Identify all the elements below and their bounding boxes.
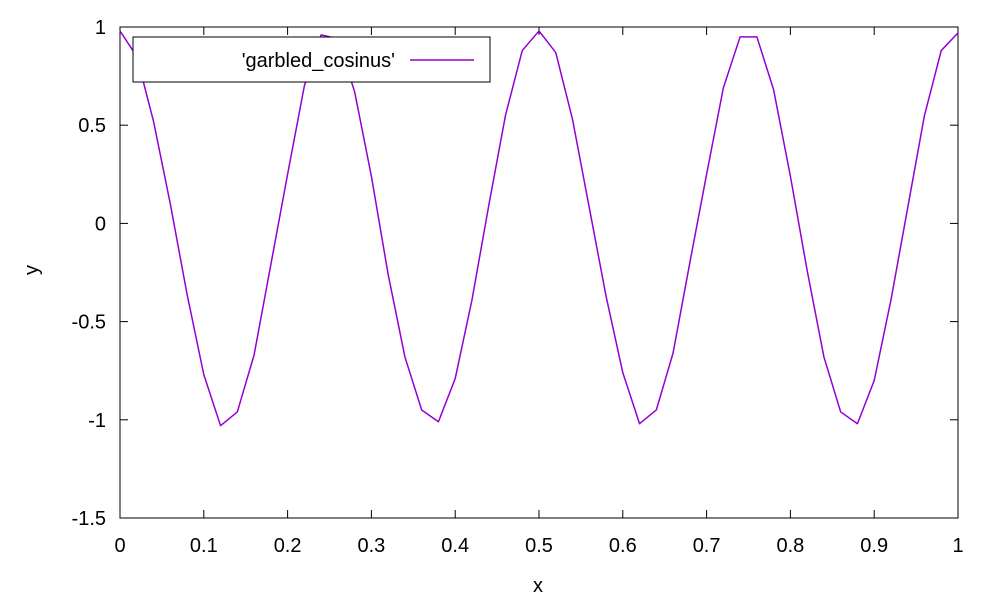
x-tick-label: 0.9 [860, 535, 888, 557]
y-tick-label: -0.5 [72, 312, 106, 334]
y-tick-label: -1.5 [72, 508, 106, 530]
x-tick-label: 0.3 [357, 535, 385, 557]
y-axis-label: y [21, 265, 43, 275]
y-tick-label: 0.5 [78, 115, 106, 137]
x-tick-label: 0.7 [693, 535, 721, 557]
legend: 'garbled_cosinus' [132, 36, 491, 83]
x-axis-label: x [533, 575, 543, 597]
x-tick-label: 0.6 [609, 535, 637, 557]
legend-label: 'garbled_cosinus' [242, 50, 395, 72]
x-tick-label: 0.2 [274, 535, 302, 557]
x-tick-label: 0.8 [776, 535, 804, 557]
y-tick-label: 1 [95, 17, 106, 39]
x-tick-label: 1 [952, 535, 963, 557]
x-tick-label: 0.5 [525, 535, 553, 557]
x-tick-label: 0.4 [441, 535, 469, 557]
plot-border [119, 26, 959, 519]
x-tick-label: 0.1 [190, 535, 218, 557]
y-tick-label: -1 [88, 410, 106, 432]
series-line-garbled-cosinus [119, 30, 959, 427]
x-tick-label: 0 [114, 535, 125, 557]
y-tick-label: 0 [95, 213, 106, 235]
